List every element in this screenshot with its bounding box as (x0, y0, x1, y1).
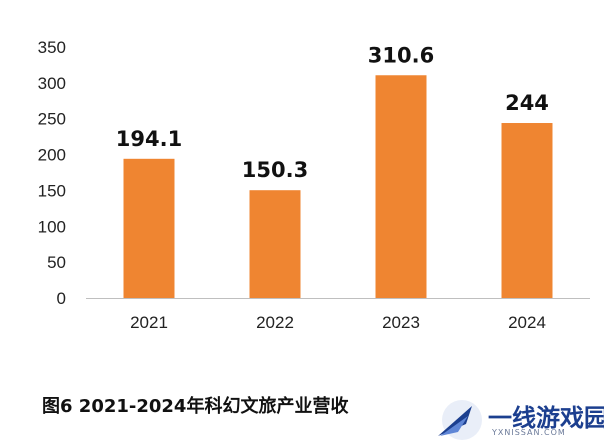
watermark-url: YXNISSAN.COM (492, 428, 566, 437)
y-tick-label: 350 (38, 38, 66, 57)
data-label: 150.3 (242, 158, 308, 182)
data-labels: 194.1 150.3 310.6 244 (116, 43, 549, 182)
watermark-name: 一线游戏园 (488, 404, 604, 432)
data-label: 244 (505, 91, 549, 115)
y-tick-label: 100 (38, 217, 66, 236)
bar-series (123, 75, 553, 298)
x-tick-label: 2023 (382, 313, 420, 332)
data-label: 194.1 (116, 127, 182, 151)
bar-chart: 0 50 100 150 200 250 300 350 194.1 150.3 310.6 244… (38, 38, 590, 332)
x-tick-label: 2021 (130, 313, 168, 332)
x-tick-label: 2024 (508, 313, 546, 332)
y-tick-label: 300 (38, 74, 66, 93)
y-tick-label: 50 (47, 253, 66, 272)
data-label: 310.6 (368, 43, 434, 67)
watermark-logo-icon (438, 400, 482, 440)
bar (501, 123, 553, 298)
site-watermark[interactable]: 一线游戏园 YXNISSAN.COM (428, 394, 604, 445)
x-axis: 2021 2022 2023 2024 (130, 313, 546, 332)
chart-caption: 图6 2021-2024年科幻文旅产业营收 (42, 396, 349, 417)
bar (123, 158, 175, 298)
bar (249, 190, 301, 298)
y-tick-label: 200 (38, 146, 66, 165)
y-axis: 0 50 100 150 200 250 300 350 (38, 38, 66, 308)
bar (375, 75, 427, 298)
y-tick-label: 250 (38, 110, 66, 129)
x-tick-label: 2022 (256, 313, 294, 332)
y-tick-label: 150 (38, 181, 66, 200)
y-tick-label: 0 (57, 289, 66, 308)
